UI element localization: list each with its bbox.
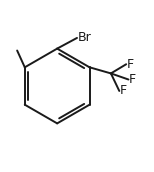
Text: F: F — [120, 84, 127, 98]
Text: F: F — [127, 58, 134, 71]
Text: Br: Br — [78, 31, 92, 44]
Text: F: F — [129, 73, 136, 86]
